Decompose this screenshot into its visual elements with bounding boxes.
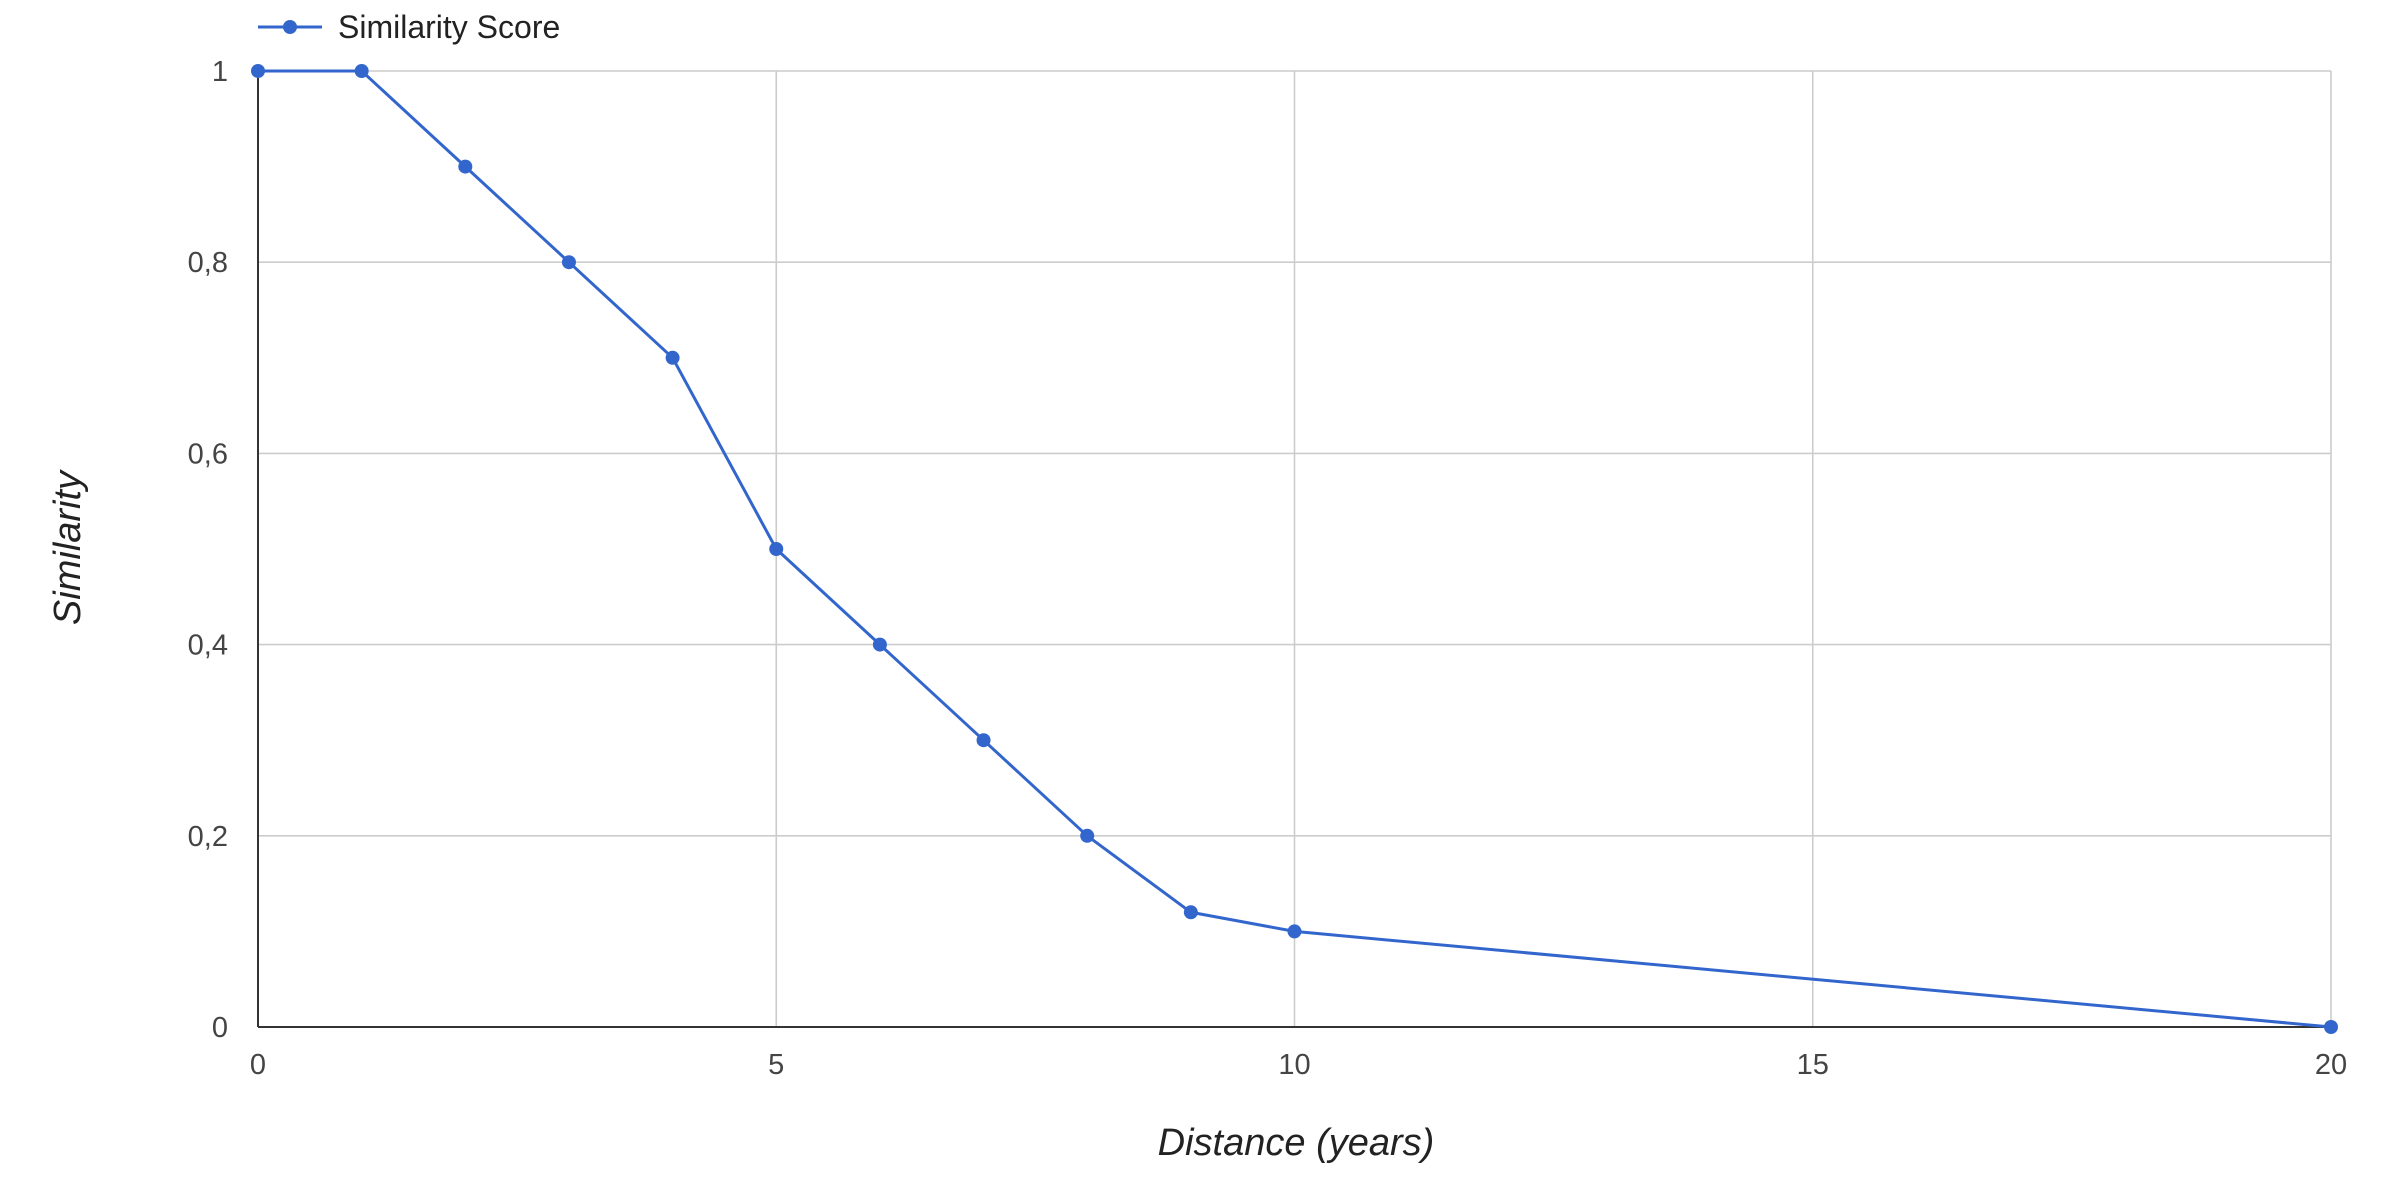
legend[interactable]: Similarity Score	[258, 9, 560, 45]
axes	[257, 71, 2331, 1028]
x-tick-label: 20	[2315, 1049, 2347, 1081]
data-point[interactable]	[665, 350, 680, 365]
y-tick-label: 0,2	[188, 821, 228, 853]
data-point[interactable]	[872, 637, 887, 652]
data-point[interactable]	[561, 255, 576, 270]
y-tick-label: 0,8	[188, 247, 228, 279]
y-tick-label: 0,6	[188, 438, 228, 470]
data-point[interactable]	[251, 64, 265, 78]
data-point[interactable]	[1183, 905, 1198, 920]
x-tick-label: 15	[1797, 1049, 1829, 1081]
legend-point-marker	[283, 20, 297, 34]
y-tick-label: 0	[212, 1012, 228, 1044]
tick-labels: 00,20,40,60,810 5 10 15 20	[188, 56, 2347, 1081]
data-point[interactable]	[976, 733, 991, 748]
x-tick-label: 10	[1278, 1049, 1310, 1081]
series-layer	[251, 64, 2338, 1034]
data-point[interactable]	[769, 542, 784, 556]
y-tick-label: 1	[212, 56, 228, 88]
grid	[258, 70, 2332, 1027]
x-tick-label: 0	[250, 1049, 266, 1081]
data-point[interactable]	[458, 159, 473, 174]
data-point[interactable]	[2324, 1020, 2338, 1034]
y-axis-title: Similarity	[47, 469, 89, 625]
data-point[interactable]	[1080, 828, 1095, 843]
series-line	[258, 69, 2332, 1029]
x-axis-title: Distance (years)	[1158, 1122, 1435, 1164]
legend-label: Similarity Score	[338, 9, 560, 45]
x-tick-label: 5	[768, 1049, 784, 1081]
data-point[interactable]	[1287, 924, 1302, 939]
y-tick-label: 0,4	[188, 630, 228, 662]
data-point[interactable]	[354, 64, 369, 78]
